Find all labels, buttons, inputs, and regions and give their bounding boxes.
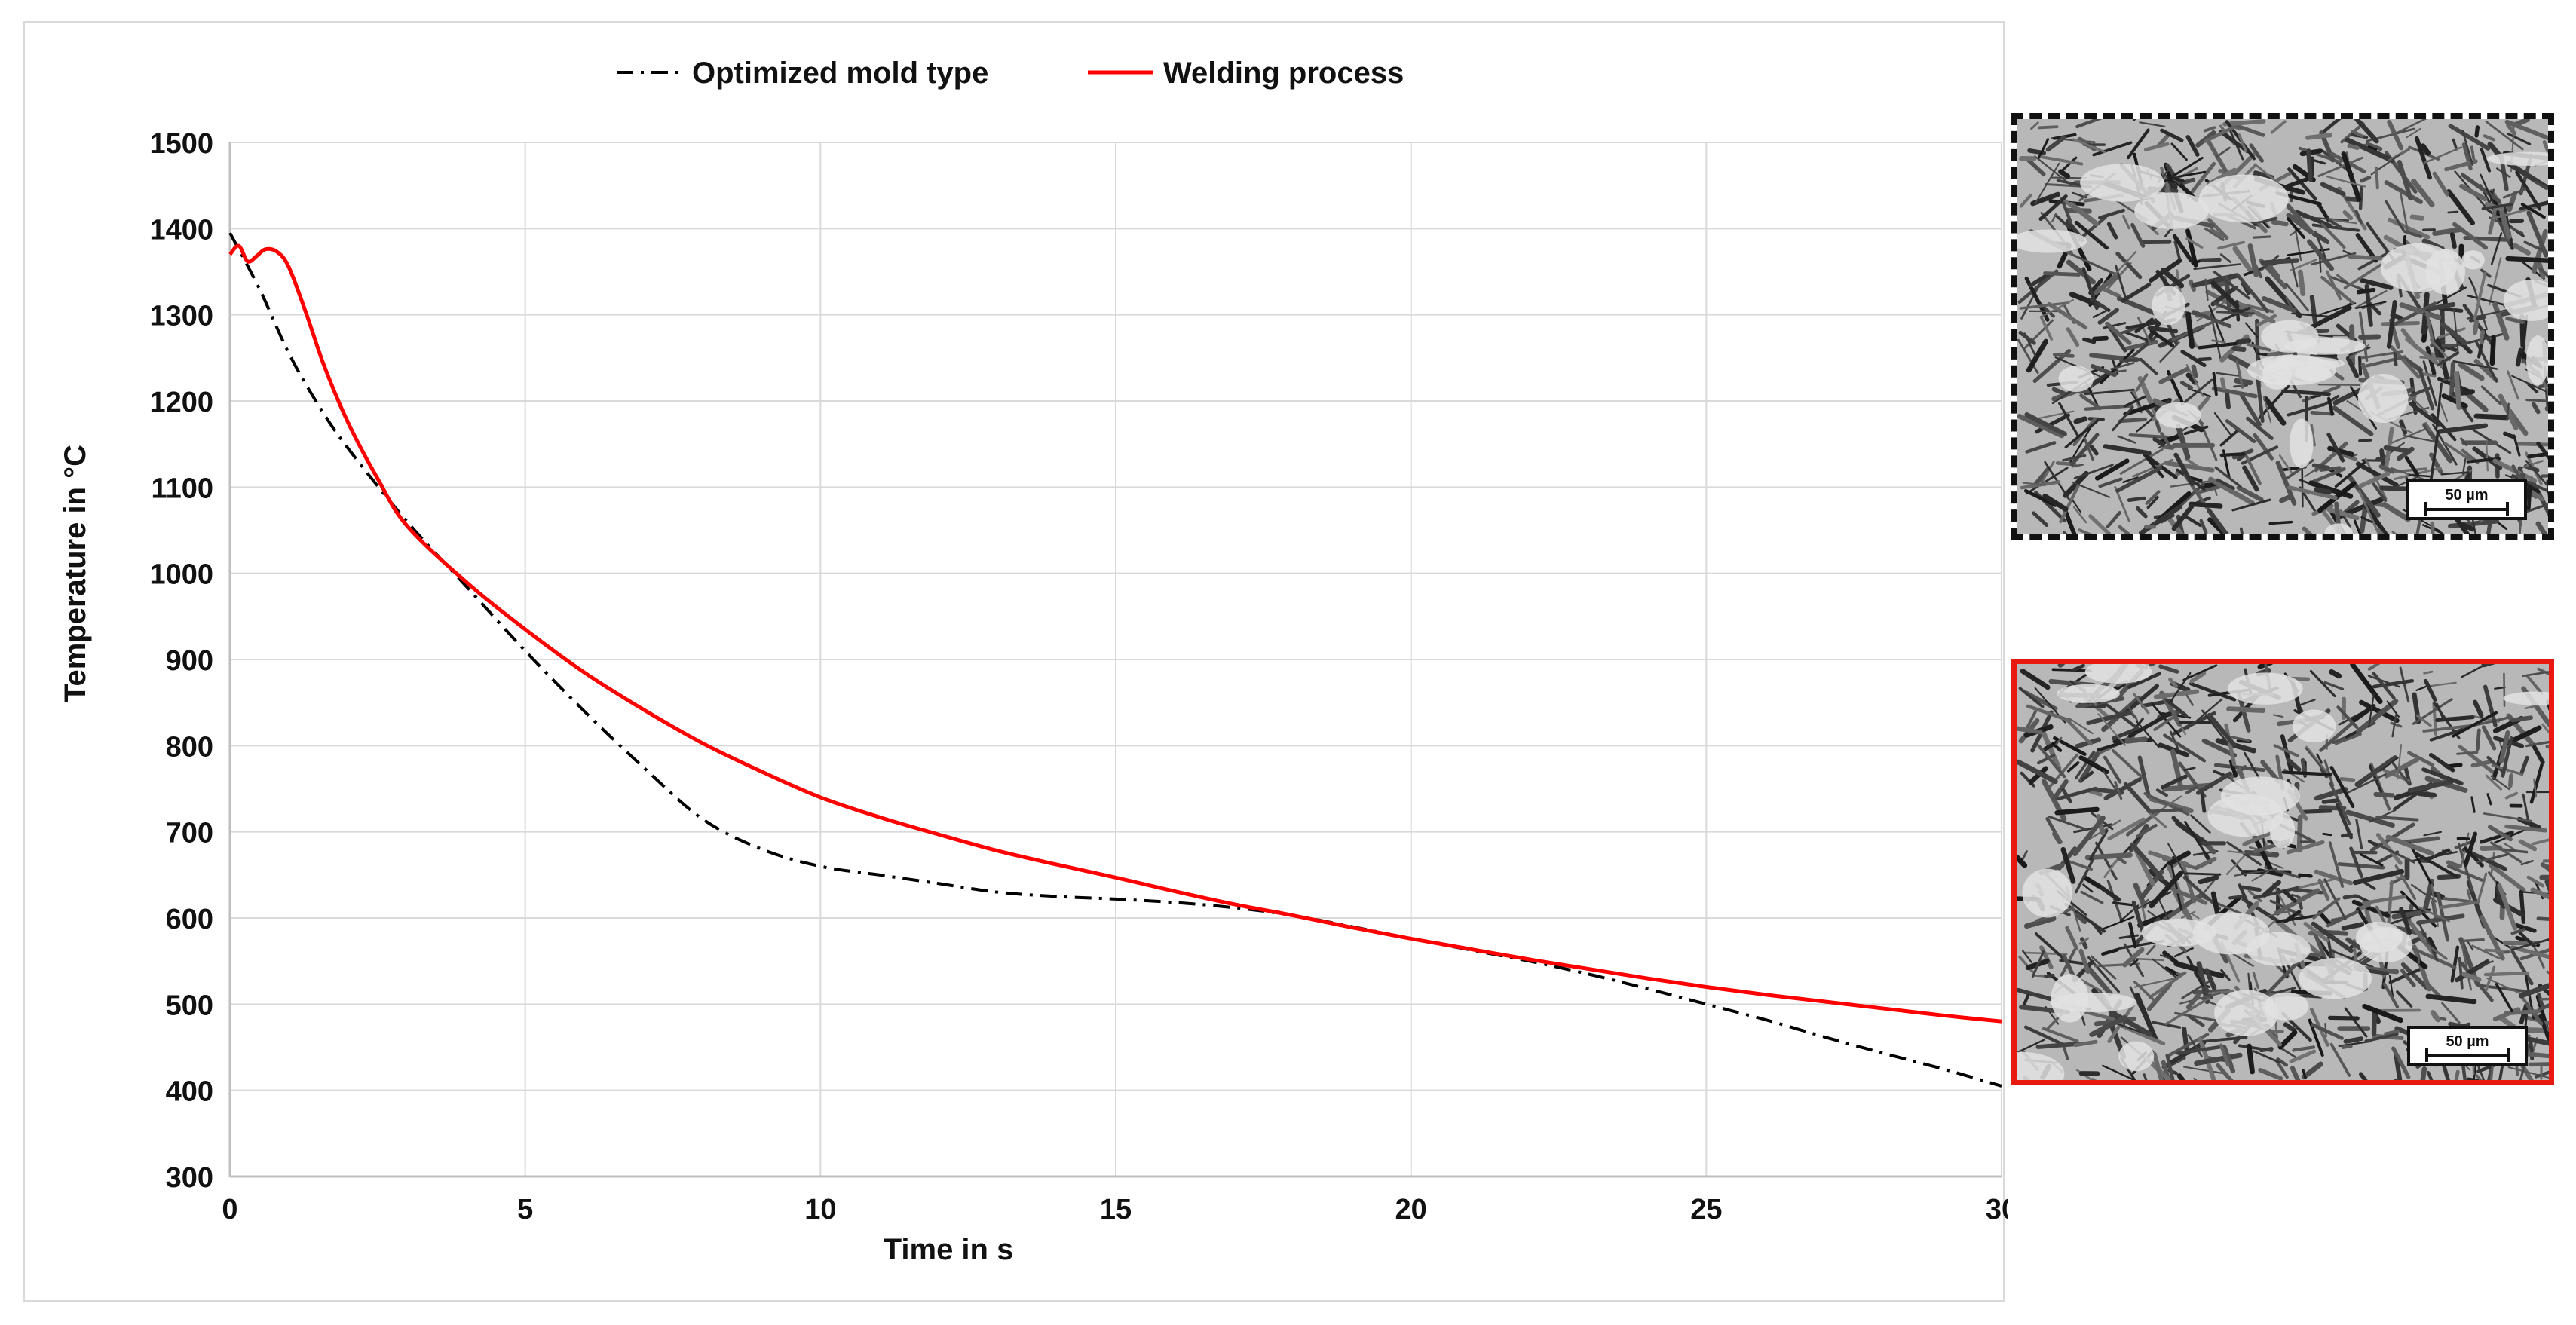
y-tick-label: 900	[166, 645, 213, 677]
y-tick-label: 600	[166, 904, 213, 935]
line-chart: 3004005006007008009001000110012001300140…	[59, 57, 2008, 1266]
y-tick-label: 1000	[149, 559, 213, 591]
y-tick-label: 1100	[152, 473, 213, 504]
x-tick-label: 20	[1395, 1194, 1427, 1226]
y-tick-label: 700	[166, 818, 213, 849]
y-tick-label: 1200	[149, 387, 213, 418]
x-tick-label: 30	[1986, 1194, 2008, 1226]
x-axis-label: Time in s	[884, 1233, 1014, 1266]
legend-label: Optimized mold type	[692, 57, 988, 90]
series	[228, 232, 2002, 1088]
legend: Optimized mold type Welding process	[617, 57, 1404, 90]
series-line-optimized-mold-type	[228, 232, 2002, 1088]
micrograph-welding-process: 50 µm	[2011, 659, 2554, 1085]
y-axis-label: Temperature in °C	[59, 445, 92, 702]
y-tick-label: 1400	[149, 214, 213, 246]
micrograph-image	[2017, 664, 2549, 1080]
micrograph-image	[2017, 119, 2548, 534]
axes: 3004005006007008009001000110012001300140…	[149, 128, 2008, 1226]
y-tick-label: 800	[166, 731, 213, 763]
y-tick-label: 1300	[149, 301, 213, 332]
series-line-welding-process	[228, 243, 2002, 1024]
y-tick-label: 1500	[149, 128, 213, 160]
x-tick-label: 25	[1690, 1194, 1722, 1226]
x-tick-label: 5	[517, 1194, 533, 1226]
x-tick-label: 10	[804, 1194, 836, 1226]
scale-bar-label: 50 µm	[2446, 1033, 2489, 1050]
legend-label: Welding process	[1163, 57, 1404, 90]
scale-bar: 50 µm	[2406, 479, 2527, 520]
scale-bar: 50 µm	[2407, 1026, 2528, 1066]
y-tick-label: 300	[166, 1162, 213, 1194]
chart-panel: 300 400 500 600 700 800 900 1000 1100 1200 1300 140…	[23, 21, 2008, 1302]
micrograph-optimized-mold: 50 µm	[2011, 113, 2554, 540]
grid	[230, 142, 2002, 1177]
y-tick-label: 500	[166, 990, 213, 1021]
y-tick-label: 400	[166, 1076, 213, 1108]
x-tick-label: 0	[222, 1194, 237, 1226]
scale-bar-label: 50 µm	[2445, 487, 2489, 503]
x-tick-label: 15	[1100, 1194, 1132, 1226]
